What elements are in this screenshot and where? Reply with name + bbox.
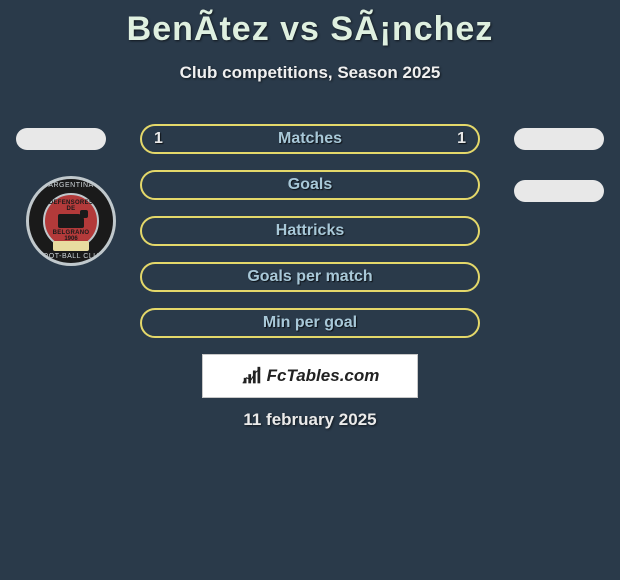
crest-banner	[53, 241, 89, 251]
crest-name-line2: DE	[67, 206, 76, 212]
player1-avatar-placeholder	[16, 128, 106, 150]
crest-ring-top: ARGENTINA	[29, 182, 113, 189]
brand-link[interactable]: FcTables.com	[202, 354, 418, 398]
crest-dog-icon	[58, 214, 84, 228]
page-title: BenÃ­tez vs SÃ¡nchez	[0, 10, 620, 49]
bar-chart-icon	[241, 365, 263, 387]
player1-club-crest: ARGENTINA DEFENSORES DE BELGRANO 1906 FO…	[26, 176, 116, 266]
stat-label: Goals	[288, 176, 332, 194]
stat-value-right: 1	[457, 130, 466, 148]
stat-row-min-per-goal: Min per goal	[140, 308, 480, 338]
stat-label: Matches	[278, 130, 342, 148]
brand-text: FcTables.com	[267, 366, 380, 386]
comparison-card: BenÃ­tez vs SÃ¡nchez Club competitions, …	[0, 0, 620, 580]
stat-row-matches: 1 Matches 1	[140, 124, 480, 154]
page-subtitle: Club competitions, Season 2025	[0, 63, 620, 83]
stat-value-left: 1	[154, 130, 163, 148]
stat-row-goals: Goals	[140, 170, 480, 200]
stat-row-goals-per-match: Goals per match	[140, 262, 480, 292]
player2-avatar-placeholder	[514, 128, 604, 150]
stat-label: Hattricks	[276, 222, 344, 240]
stat-row-hattricks: Hattricks	[140, 216, 480, 246]
stat-label: Min per goal	[263, 314, 357, 332]
crest-ring-bottom: FOOT-BALL CLUB	[29, 253, 113, 260]
crest-inner: DEFENSORES DE BELGRANO 1906	[43, 193, 99, 249]
stats-table: 1 Matches 1 Goals Hattricks Goals per ma…	[140, 124, 480, 354]
date-text: 11 february 2025	[0, 410, 620, 430]
player2-crest-placeholder	[514, 180, 604, 202]
stat-label: Goals per match	[247, 268, 372, 286]
